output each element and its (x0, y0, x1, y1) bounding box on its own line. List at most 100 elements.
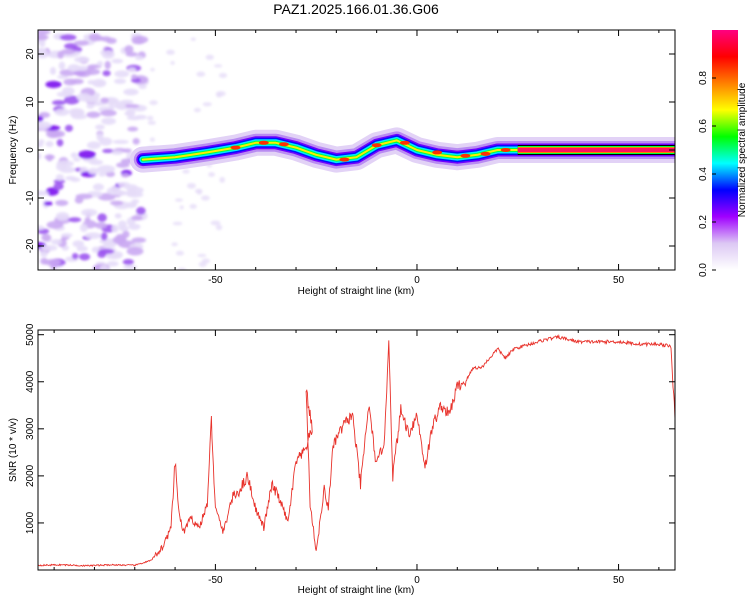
noise-blob (55, 212, 70, 221)
noise-blob (101, 117, 116, 125)
noise-blob (146, 115, 154, 121)
snr-x-label: Height of straight line (km) (298, 585, 415, 596)
noise-blob (92, 183, 105, 191)
snr-y-tick-label: 3000 (25, 417, 36, 440)
noise-blob (114, 103, 127, 109)
ridge-hotspot (399, 140, 410, 145)
noise-blob (38, 190, 49, 196)
noise-blob (49, 67, 57, 75)
snr-axes: -50 0 50 1000 2000 3000 4000 5000 (25, 323, 675, 586)
noise-blob (72, 240, 85, 248)
colorbar-ticks: 0.0 0.2 0.4 0.6 0.8 (698, 71, 716, 277)
noise-blob (55, 199, 69, 206)
noise-blob (99, 264, 109, 270)
noise-blob (70, 78, 84, 85)
noise-blob (46, 129, 61, 139)
noise-blob (196, 71, 206, 77)
snr-x-tick-label: -50 (208, 575, 223, 586)
noise-blob (86, 111, 101, 118)
noise-blob (193, 107, 201, 113)
noise-blob (64, 124, 73, 132)
noise-blob (127, 186, 144, 194)
noise-blob (138, 84, 147, 90)
noise-blob (114, 190, 126, 196)
noise-blob (70, 152, 78, 159)
noise-blob (98, 171, 106, 177)
noise-blob (53, 182, 64, 190)
spectrogram-x-tick-label: 50 (613, 275, 625, 286)
noise-blob (149, 137, 155, 142)
snr-y-tick-label: 5000 (25, 323, 36, 346)
noise-blob (210, 220, 221, 226)
noise-blob (78, 253, 91, 261)
spectrogram-y-tick-label: 10 (25, 96, 36, 108)
noise-blob (215, 92, 223, 98)
noise-blob (115, 235, 122, 243)
snr-y-tick-label: 4000 (25, 370, 36, 393)
noise-blob (56, 160, 74, 167)
snr-x-tick-label: 0 (414, 575, 420, 586)
ridge-hotspot (460, 153, 471, 158)
spectrogram-x-label: Height of straight line (km) (298, 286, 415, 297)
noise-blob (123, 264, 138, 270)
noise-blob (38, 121, 52, 130)
noise-blob (59, 34, 77, 41)
noise-blob (201, 195, 210, 201)
noise-blob (186, 182, 196, 189)
noise-blob (106, 261, 119, 267)
noise-blob (65, 176, 77, 181)
colorbar-tick-label: 0.2 (698, 215, 709, 229)
noise-blob (40, 251, 48, 258)
ridge-hotspot (432, 150, 443, 155)
snr-series-line (38, 333, 675, 567)
noise-blob (61, 48, 76, 55)
noise-blob (91, 246, 101, 253)
spectrogram-y-tick-label: -20 (25, 238, 36, 253)
noise-blob (125, 108, 136, 118)
colorbar-label: Normalized spectral amplitude (737, 82, 748, 217)
band-core (517, 148, 675, 152)
noise-blob (38, 47, 47, 53)
noise-blob (51, 100, 66, 106)
noise-blob (67, 64, 81, 72)
noise-blob (76, 245, 88, 252)
spectrogram-panel: -50 0 50 -20 -10 0 10 20 Height of straight lin… (8, 29, 676, 297)
colorbar: 0.0 0.2 0.4 0.6 0.8 Normalized spectral ampl… (698, 30, 748, 277)
noise-blob (101, 50, 115, 59)
spectrogram-y-tick-label: 20 (25, 48, 36, 60)
noise-blob (122, 103, 140, 109)
snr-frame (37, 329, 676, 571)
noise-blob (96, 132, 104, 142)
noise-blob (62, 86, 75, 96)
noise-blob (57, 74, 69, 79)
noise-blob (46, 220, 64, 229)
noise-blob (73, 40, 89, 46)
noise-blob (111, 224, 119, 233)
noise-blob (60, 233, 73, 238)
noise-blob (114, 70, 130, 78)
noise-blob (103, 241, 117, 248)
noise-blob (41, 233, 51, 242)
snr-plot-area (38, 330, 675, 570)
snr-content (38, 333, 675, 567)
noise-blob (118, 220, 127, 229)
noise-blob (149, 100, 158, 106)
noise-blob (166, 49, 175, 55)
noise-blob (102, 148, 114, 154)
noise-blob (132, 39, 145, 45)
noise-blob (71, 252, 79, 260)
noise-blob (38, 30, 51, 35)
snr-y-tick-label: 1000 (25, 511, 36, 534)
noise-blob (38, 139, 45, 144)
noise-blob (218, 72, 228, 79)
spectrogram-x-tick-label: -50 (208, 275, 223, 286)
noise-blob (55, 174, 65, 181)
noise-blob (128, 223, 141, 230)
ridge-hotspot (371, 143, 382, 148)
noise-blob (38, 225, 45, 231)
spectrogram-y-tick-label: 0 (25, 147, 36, 153)
noise-blob (111, 58, 124, 64)
noise-blob (202, 102, 212, 107)
ridge-hotspot (500, 148, 511, 152)
